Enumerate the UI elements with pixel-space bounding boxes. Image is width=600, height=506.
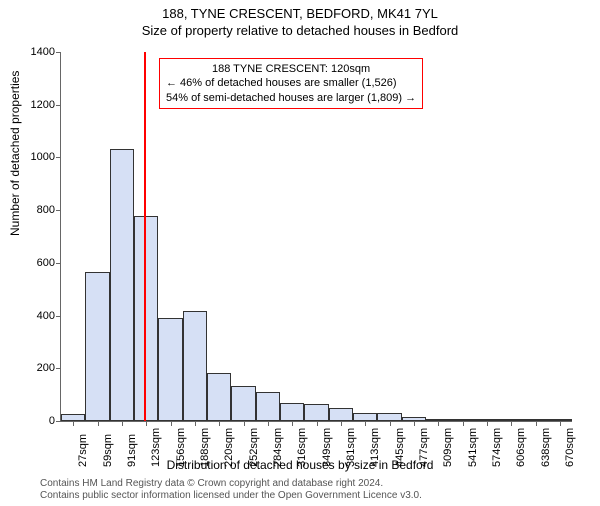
- histogram-bar: [158, 318, 182, 421]
- x-axis-label: Distribution of detached houses by size …: [0, 458, 600, 472]
- histogram-bar: [304, 404, 328, 421]
- x-tick-mark: [268, 421, 269, 426]
- annotation-callout: 188 TYNE CRESCENT: 120sqm← 46% of detach…: [159, 58, 423, 109]
- y-tick-label: 400: [21, 310, 55, 322]
- y-tick-mark: [56, 368, 61, 369]
- y-tick-mark: [56, 105, 61, 106]
- x-tick-mark: [487, 421, 488, 426]
- histogram-bar: [377, 413, 401, 421]
- histogram-bar: [61, 414, 85, 421]
- footer-attribution: Contains HM Land Registry data © Crown c…: [40, 478, 422, 502]
- y-tick-mark: [56, 263, 61, 264]
- x-tick-mark: [73, 421, 74, 426]
- x-tick-mark: [219, 421, 220, 426]
- y-tick-label: 1000: [21, 151, 55, 163]
- annotation-line: 188 TYNE CRESCENT: 120sqm: [166, 62, 416, 76]
- x-tick-mark: [146, 421, 147, 426]
- x-tick-mark: [341, 421, 342, 426]
- x-tick-mark: [390, 421, 391, 426]
- annotation-line: ← 46% of detached houses are smaller (1,…: [166, 76, 416, 90]
- x-tick-mark: [195, 421, 196, 426]
- x-tick-mark: [244, 421, 245, 426]
- x-tick-mark: [365, 421, 366, 426]
- histogram-bar: [134, 216, 158, 421]
- y-tick-label: 600: [21, 257, 55, 269]
- y-tick-mark: [56, 210, 61, 211]
- x-tick-mark: [292, 421, 293, 426]
- x-tick-mark: [438, 421, 439, 426]
- y-axis-label: Number of detached properties: [8, 71, 22, 236]
- x-tick-mark: [98, 421, 99, 426]
- plot-area: 020040060080010001200140027sqm59sqm91sqm…: [60, 52, 572, 422]
- x-tick-mark: [463, 421, 464, 426]
- x-tick-mark: [317, 421, 318, 426]
- histogram-bar: [353, 413, 377, 421]
- histogram-bar: [280, 403, 304, 421]
- y-tick-mark: [56, 52, 61, 53]
- histogram-bar: [85, 272, 109, 421]
- histogram-bar: [110, 149, 134, 421]
- y-tick-label: 1400: [21, 46, 55, 58]
- histogram-bar: [183, 311, 207, 421]
- histogram-bar: [207, 373, 231, 421]
- footer-line1: Contains HM Land Registry data © Crown c…: [40, 478, 422, 490]
- y-tick-label: 0: [21, 415, 55, 427]
- histogram-bar: [256, 392, 280, 421]
- chart-subtitle: Size of property relative to detached ho…: [0, 23, 600, 38]
- chart-title: 188, TYNE CRESCENT, BEDFORD, MK41 7YL: [0, 6, 600, 21]
- histogram-bar: [329, 408, 353, 421]
- y-tick-label: 800: [21, 204, 55, 216]
- x-tick-mark: [122, 421, 123, 426]
- chart-container: 188, TYNE CRESCENT, BEDFORD, MK41 7YL Si…: [0, 6, 600, 506]
- y-tick-label: 1200: [21, 99, 55, 111]
- property-marker-line: [144, 52, 146, 421]
- y-tick-mark: [56, 421, 61, 422]
- x-tick-mark: [560, 421, 561, 426]
- x-tick-mark: [171, 421, 172, 426]
- x-tick-mark: [414, 421, 415, 426]
- x-tick-mark: [536, 421, 537, 426]
- x-tick-mark: [511, 421, 512, 426]
- y-tick-label: 200: [21, 362, 55, 374]
- y-tick-mark: [56, 157, 61, 158]
- footer-line2: Contains public sector information licen…: [40, 490, 422, 502]
- annotation-line: 54% of semi-detached houses are larger (…: [166, 91, 416, 105]
- y-tick-mark: [56, 316, 61, 317]
- histogram-bar: [231, 386, 255, 421]
